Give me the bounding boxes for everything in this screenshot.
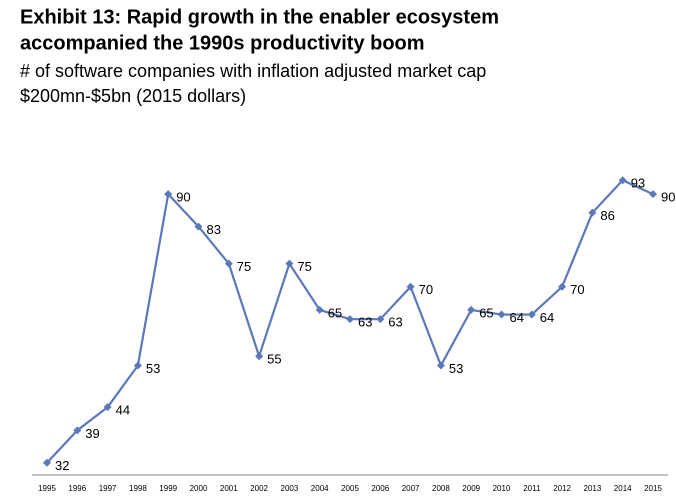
x-tick-label: 2011 [523, 484, 541, 493]
marker [497, 310, 506, 319]
data-label: 64 [540, 310, 554, 325]
x-tick-label: 2010 [493, 484, 511, 493]
x-tick-label: 2006 [371, 484, 389, 493]
marker [467, 305, 476, 314]
marker [618, 176, 627, 185]
x-tick-label: 2013 [584, 484, 602, 493]
data-label: 39 [85, 426, 99, 441]
x-tick-label: 1996 [68, 484, 86, 493]
chart-title: accompanied the 1990s productivity boom [20, 32, 425, 54]
marker [588, 208, 597, 217]
marker [346, 315, 354, 324]
data-label: 93 [631, 176, 645, 191]
x-tick-label: 1998 [129, 484, 147, 493]
data-label: 90 [176, 190, 190, 205]
marker [164, 190, 173, 199]
chart-subtitle: # of software companies with inflation a… [20, 61, 486, 81]
marker [285, 259, 294, 268]
marker [73, 426, 82, 435]
data-label: 55 [267, 352, 281, 367]
data-label: 44 [116, 403, 130, 418]
marker [194, 222, 203, 231]
data-label: 70 [419, 282, 433, 297]
marker [43, 458, 51, 467]
data-label: 53 [449, 361, 463, 376]
data-label: 65 [479, 305, 493, 320]
x-tick-label: 2015 [644, 484, 662, 493]
x-tick-label: 2002 [250, 484, 268, 493]
x-tick-label: 1997 [99, 484, 117, 493]
x-tick-label: 2000 [190, 484, 208, 493]
marker [558, 282, 567, 291]
x-tick-label: 1995 [38, 484, 56, 493]
x-tick-label: 2014 [614, 484, 632, 493]
marker [649, 190, 657, 199]
x-tick-label: 2008 [432, 484, 450, 493]
x-tick-label: 2012 [553, 484, 571, 493]
marker [436, 361, 445, 370]
marker [406, 282, 415, 291]
data-label: 90 [661, 190, 675, 205]
x-tick-label: 2001 [220, 484, 238, 493]
x-tick-label: 2009 [462, 484, 480, 493]
marker [103, 403, 112, 412]
data-label: 86 [600, 208, 614, 223]
marker [315, 305, 324, 314]
marker [255, 352, 264, 361]
data-label: 65 [328, 305, 342, 320]
x-tick-label: 2004 [311, 484, 329, 493]
marker [376, 315, 385, 324]
data-label: 32 [55, 458, 69, 473]
marker [527, 310, 536, 319]
x-tick-label: 2005 [341, 484, 359, 493]
data-label: 75 [297, 259, 311, 274]
data-label: 53 [146, 361, 160, 376]
chart-subtitle: $200mn-$5bn (2015 dollars) [20, 86, 246, 106]
data-label: 63 [388, 315, 402, 330]
marker [133, 361, 142, 370]
x-tick-label: 2003 [281, 484, 299, 493]
x-tick-label: 1999 [159, 484, 177, 493]
marker [224, 259, 233, 268]
data-label: 63 [358, 315, 372, 330]
data-label: 83 [207, 222, 221, 237]
data-label: 64 [510, 310, 524, 325]
data-label: 70 [570, 282, 584, 297]
chart-title: Exhibit 13: Rapid growth in the enabler … [20, 6, 499, 28]
data-label: 75 [237, 259, 251, 274]
x-tick-label: 2007 [402, 484, 420, 493]
